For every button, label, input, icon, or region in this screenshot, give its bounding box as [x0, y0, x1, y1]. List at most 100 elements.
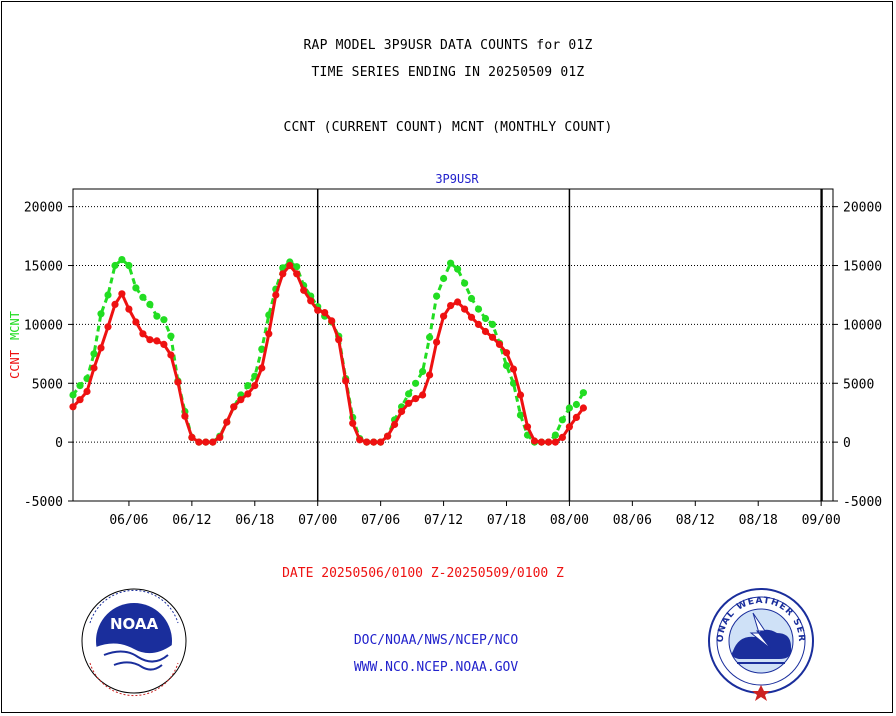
- data-point-ccnt: [202, 438, 210, 446]
- data-point-ccnt: [237, 396, 245, 404]
- data-point-mcnt: [153, 312, 161, 320]
- data-point-ccnt: [265, 330, 273, 338]
- data-point-mcnt: [69, 391, 77, 399]
- data-point-mcnt: [125, 261, 133, 270]
- data-point-ccnt: [356, 436, 364, 444]
- x-tick-label: 09/00: [802, 513, 841, 528]
- data-point-ccnt: [440, 312, 448, 320]
- data-point-mcnt: [258, 345, 266, 353]
- noaa-logo-text: NOAA: [110, 615, 159, 633]
- x-tick-label: 08/00: [550, 513, 589, 528]
- title-line-3: CCNT (CURRENT COUNT) MCNT (MONTHLY COUNT…: [283, 120, 613, 135]
- y-tick-label-left: 20000: [24, 201, 63, 216]
- data-point-ccnt: [160, 340, 168, 348]
- data-point-ccnt: [174, 378, 182, 386]
- axes: [68, 188, 838, 506]
- data-point-ccnt: [69, 403, 77, 411]
- x-tick-label: 07/06: [361, 513, 400, 528]
- data-point-ccnt: [398, 407, 406, 416]
- data-point-mcnt: [481, 314, 490, 323]
- data-point-mcnt: [474, 305, 483, 313]
- footer-org: DOC/NOAA/NWS/NCEP/NCO: [353, 633, 519, 648]
- x-tick-label: 06/06: [109, 513, 148, 528]
- x-tick-label: 06/12: [172, 513, 211, 528]
- data-point-ccnt: [523, 423, 532, 431]
- data-point-ccnt: [111, 300, 119, 308]
- data-point-mcnt: [167, 332, 175, 340]
- data-point-ccnt: [461, 305, 469, 313]
- plot-border: [72, 188, 834, 502]
- data-point-ccnt: [83, 387, 91, 396]
- data-point-ccnt: [293, 270, 301, 278]
- data-point-ccnt: [474, 320, 483, 328]
- data-point-ccnt: [300, 286, 308, 294]
- chart-title: 3P9USR: [435, 172, 479, 186]
- data-point-ccnt: [579, 404, 588, 412]
- data-point-mcnt: [516, 411, 525, 419]
- data-point-mcnt: [461, 279, 469, 287]
- data-point-mcnt: [405, 390, 413, 398]
- data-point-ccnt: [467, 313, 476, 321]
- data-point-mcnt: [111, 261, 119, 270]
- data-point-ccnt: [433, 338, 441, 346]
- data-point-mcnt: [454, 265, 462, 273]
- data-point-mcnt: [565, 404, 574, 412]
- x-tick-label: 08/06: [613, 513, 652, 528]
- y-tick-label-right: 20000: [843, 201, 882, 216]
- data-point-ccnt: [363, 438, 371, 446]
- x-tick-label: 08/12: [676, 513, 715, 528]
- data-point-mcnt: [90, 350, 98, 358]
- data-point-ccnt: [104, 323, 112, 331]
- data-point-ccnt: [447, 302, 455, 310]
- axis-labels: -5000 -5000 0 0 5000 5000 10000 10000 15000 15000…: [8, 172, 882, 528]
- data-point-ccnt: [405, 399, 413, 407]
- data-point-mcnt: [572, 400, 581, 409]
- data-point-ccnt: [307, 297, 315, 305]
- title-line-1: RAP MODEL 3P9USR DATA COUNTS for 01Z: [303, 38, 593, 53]
- data-point-ccnt: [412, 395, 420, 403]
- data-point-ccnt: [195, 438, 203, 446]
- data-point-mcnt: [467, 294, 476, 303]
- data-point-mcnt: [244, 382, 252, 390]
- data-point-mcnt: [579, 389, 588, 397]
- data-point-mcnt: [447, 259, 455, 267]
- data-point-mcnt: [76, 382, 84, 390]
- y-tick-label-right: -5000: [843, 495, 882, 510]
- data-point-ccnt: [488, 333, 497, 341]
- data-point-mcnt: [160, 316, 168, 324]
- data-point-ccnt: [321, 309, 329, 317]
- data-point-ccnt: [349, 419, 357, 427]
- data-point-ccnt: [132, 318, 140, 326]
- y-tick-label-right: 5000: [843, 377, 874, 392]
- data-point-mcnt: [426, 333, 434, 341]
- data-point-mcnt: [433, 292, 441, 300]
- data-point-mcnt: [118, 256, 126, 264]
- x-tick-label: 06/18: [235, 513, 274, 528]
- data-point-ccnt: [509, 365, 518, 373]
- data-point-mcnt: [551, 431, 560, 439]
- data-point-ccnt: [502, 349, 511, 357]
- data-point-ccnt: [230, 403, 238, 411]
- data-point-ccnt: [279, 270, 287, 278]
- data-point-ccnt: [167, 351, 175, 359]
- data-point-mcnt: [97, 310, 105, 318]
- y-tick-label-left: 10000: [24, 318, 63, 333]
- grid: [73, 206, 833, 443]
- data-point-mcnt: [146, 300, 154, 308]
- data-point-ccnt: [251, 382, 259, 390]
- data-point-ccnt: [223, 418, 231, 426]
- data-point-ccnt: [495, 340, 504, 348]
- series-layer: [69, 256, 588, 446]
- nws-logo: NATIONAL WEATHER SERVICE: [708, 588, 814, 701]
- x-tick-label: 07/18: [487, 513, 526, 528]
- data-point-mcnt: [412, 379, 420, 387]
- noaa-logo: NOAA: [81, 588, 187, 696]
- data-point-ccnt: [370, 438, 378, 446]
- data-point-ccnt: [272, 291, 280, 299]
- data-point-ccnt: [286, 261, 294, 270]
- y-tick-label-left: 0: [55, 436, 63, 451]
- data-point-ccnt: [76, 396, 84, 404]
